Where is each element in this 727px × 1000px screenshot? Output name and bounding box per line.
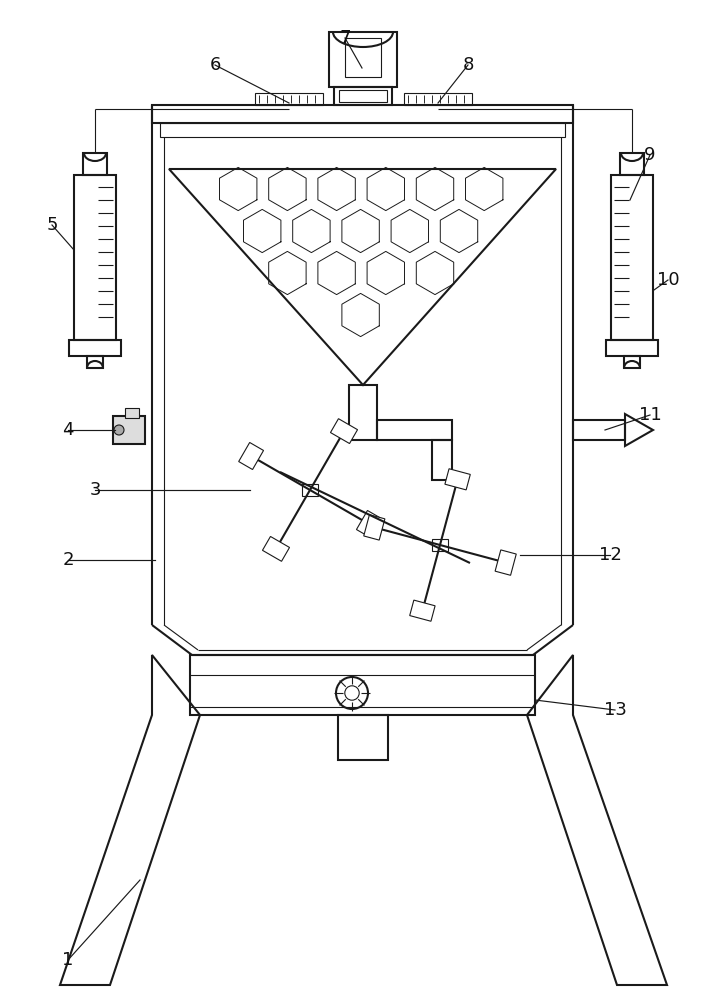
Bar xyxy=(606,340,658,356)
Polygon shape xyxy=(445,469,470,490)
Polygon shape xyxy=(331,419,358,444)
Polygon shape xyxy=(238,442,264,470)
Bar xyxy=(152,105,573,123)
Bar xyxy=(113,416,145,444)
Text: 10: 10 xyxy=(656,271,679,289)
Bar xyxy=(624,356,640,368)
Bar xyxy=(190,655,535,715)
Bar xyxy=(349,385,377,440)
Text: 4: 4 xyxy=(63,421,73,439)
Bar xyxy=(377,420,452,440)
Bar xyxy=(87,356,103,368)
Bar xyxy=(255,93,323,105)
Polygon shape xyxy=(262,536,289,561)
Bar xyxy=(345,38,381,77)
Bar xyxy=(334,87,392,105)
Text: 9: 9 xyxy=(644,146,656,164)
Bar xyxy=(302,484,318,496)
Bar xyxy=(620,153,644,175)
Polygon shape xyxy=(364,515,385,540)
Text: 11: 11 xyxy=(638,406,662,424)
Bar xyxy=(339,90,387,102)
Bar xyxy=(83,153,107,175)
Text: 1: 1 xyxy=(63,951,73,969)
Polygon shape xyxy=(410,600,435,621)
Polygon shape xyxy=(495,550,516,575)
Bar xyxy=(432,539,448,551)
Bar xyxy=(74,175,116,340)
Bar xyxy=(69,340,121,356)
Polygon shape xyxy=(356,510,382,538)
Text: 2: 2 xyxy=(63,551,73,569)
Bar xyxy=(338,715,388,760)
Text: 8: 8 xyxy=(462,56,474,74)
Bar xyxy=(611,175,653,340)
Bar xyxy=(432,440,452,480)
Text: 5: 5 xyxy=(47,216,57,234)
Bar xyxy=(125,408,139,418)
Bar xyxy=(404,93,472,105)
Bar xyxy=(329,32,397,87)
Text: 6: 6 xyxy=(209,56,221,74)
Bar xyxy=(573,420,625,440)
Text: 7: 7 xyxy=(340,29,350,47)
Text: 12: 12 xyxy=(598,546,622,564)
Text: 3: 3 xyxy=(89,481,101,499)
Text: 13: 13 xyxy=(603,701,627,719)
Bar xyxy=(160,123,565,137)
Circle shape xyxy=(114,425,124,435)
